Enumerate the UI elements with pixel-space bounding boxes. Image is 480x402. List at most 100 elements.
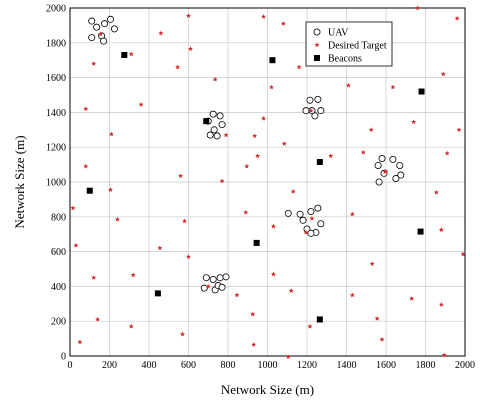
desired-target-point <box>114 216 120 222</box>
desired-target-point <box>83 163 89 169</box>
desired-target-point <box>77 339 83 345</box>
desired-target-point <box>91 61 97 66</box>
desired-target-point <box>288 288 294 293</box>
desired-target-point <box>308 108 314 113</box>
x-tick-label: 800 <box>221 360 236 371</box>
desired-target-point <box>390 84 396 90</box>
uav-point <box>392 175 400 183</box>
desired-target-point <box>70 205 76 211</box>
desired-target-point <box>212 76 218 82</box>
uav-point <box>317 107 325 115</box>
uav-point <box>216 112 224 120</box>
uav-point <box>296 210 304 218</box>
desired-target-point <box>368 127 374 132</box>
uav-point <box>307 229 315 237</box>
desired-target-point <box>456 127 462 132</box>
uav-point <box>397 171 405 179</box>
x-axis-ticks: 0 200 400 600 800 1000 1200 1400 1600 1800 2000 <box>68 360 476 371</box>
desired-target-point <box>290 188 296 194</box>
desired-target-point <box>128 323 134 329</box>
x-tick-label: 200 <box>102 360 117 371</box>
desired-target-point <box>178 173 184 179</box>
desired-target-point <box>360 149 366 155</box>
y-tick-label: 2000 <box>46 4 66 15</box>
desired-target-point <box>109 131 114 137</box>
y-tick-label: 1800 <box>46 38 66 49</box>
desired-target-point <box>98 31 104 37</box>
desired-target-point <box>369 261 375 266</box>
x-tick-label: 0 <box>68 360 73 371</box>
desired-target-point <box>251 342 257 347</box>
uav-point <box>374 161 382 169</box>
desired-target-point <box>219 178 225 184</box>
uav-point <box>218 121 226 129</box>
legend-marker-uav <box>313 28 321 36</box>
uav-point <box>314 95 322 103</box>
uav-point <box>222 273 230 281</box>
plot-frame <box>69 7 466 357</box>
desired-target-point <box>188 46 193 51</box>
desired-target-point <box>157 245 163 251</box>
grid-lines <box>69 7 466 357</box>
desired-target-point <box>270 223 276 229</box>
desired-target-point <box>438 227 444 232</box>
desired-target-point <box>255 153 261 158</box>
desired-target-point <box>379 336 385 342</box>
x-tick-label: 1200 <box>297 360 317 371</box>
y-tick-label: 200 <box>51 317 66 328</box>
uav-point <box>100 37 108 45</box>
desired-target-point <box>128 51 134 57</box>
desired-target-point <box>223 132 229 138</box>
desired-target-point <box>440 71 446 77</box>
uav-point <box>101 20 109 28</box>
desired-target-point <box>158 30 164 36</box>
beacons-point <box>417 228 424 235</box>
x-axis-title: Network Size (m) <box>221 382 314 397</box>
desired-target-point <box>250 311 256 317</box>
y-tick-label: 0 <box>61 352 66 363</box>
beacons-point <box>203 118 210 125</box>
y-axis-title: Network Size (m) <box>12 135 27 228</box>
desired-target-point <box>261 115 267 121</box>
y-tick-label: 1600 <box>46 73 66 84</box>
y-tick-label: 1400 <box>46 108 66 119</box>
uav-point <box>314 204 322 212</box>
desired-target-point <box>234 292 240 298</box>
uav-point <box>106 15 114 23</box>
x-tick-label: 1400 <box>337 360 357 371</box>
beacons-point <box>86 187 93 194</box>
uav-point <box>218 283 226 291</box>
legend-box <box>305 21 393 67</box>
desired-target-point <box>95 316 101 322</box>
x-tick-label: 1800 <box>416 360 436 371</box>
uav-point <box>396 161 404 169</box>
uav-point <box>284 209 292 217</box>
desired-target-point <box>349 211 355 217</box>
desired-target-point <box>346 82 351 88</box>
desired-target-point <box>328 153 334 158</box>
desired-target-point <box>307 323 313 329</box>
y-tick-label: 800 <box>51 212 66 223</box>
y-tick-label: 600 <box>51 247 66 258</box>
desired-target-point <box>303 229 309 235</box>
uav-point <box>307 208 315 216</box>
desired-target-point <box>415 5 421 11</box>
desired-target-point <box>349 292 355 298</box>
desired-target-point <box>281 141 287 146</box>
legend-marker-desired-target <box>314 42 320 48</box>
desired-target-point <box>73 242 79 248</box>
desired-target-point <box>205 283 211 289</box>
desired-target-point <box>411 119 417 125</box>
uav-point <box>216 274 224 282</box>
uav-point <box>302 107 310 115</box>
y-tick-label: 1000 <box>46 178 66 189</box>
x-tick-label: 400 <box>142 360 157 371</box>
beacons-point <box>121 51 128 58</box>
beacons-point <box>418 88 425 95</box>
desired-target-point <box>444 150 450 156</box>
y-tick-label: 400 <box>51 282 66 293</box>
uav-point <box>206 131 214 139</box>
desired-target-point <box>91 275 97 280</box>
desired-target-point <box>454 15 460 21</box>
